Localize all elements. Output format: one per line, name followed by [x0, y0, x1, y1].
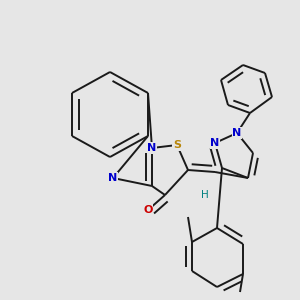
Text: S: S — [173, 140, 181, 150]
Text: N: N — [147, 143, 157, 153]
Text: N: N — [108, 173, 118, 183]
Text: N: N — [210, 138, 220, 148]
Text: H: H — [201, 190, 209, 200]
Text: O: O — [143, 205, 153, 215]
Text: N: N — [232, 128, 242, 138]
